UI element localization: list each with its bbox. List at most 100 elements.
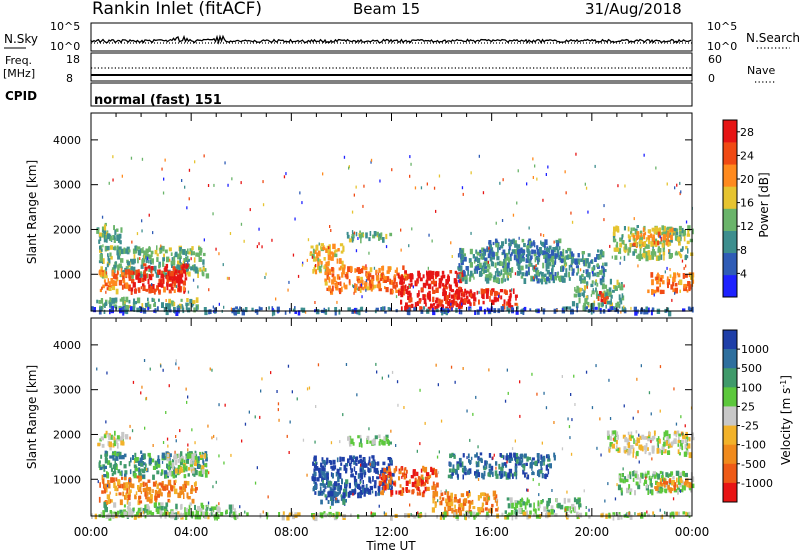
heatmap-cell xyxy=(570,393,572,396)
heatmap-cell xyxy=(564,258,567,263)
heatmap-cell xyxy=(296,397,298,401)
heatmap-cell xyxy=(128,486,130,491)
heatmap-cell xyxy=(113,235,116,240)
heatmap-cell xyxy=(649,233,653,238)
heatmap-cell xyxy=(571,251,573,257)
heatmap-cell xyxy=(542,308,546,312)
heatmap-cell xyxy=(442,292,446,297)
colorbar-swatch xyxy=(723,482,737,503)
heatmap-cell xyxy=(112,235,115,240)
heatmap-cell xyxy=(685,478,689,484)
heatmap-cell xyxy=(643,436,647,440)
heatmap-cell xyxy=(684,438,688,444)
heatmap-cell xyxy=(160,505,164,511)
heatmap-cell xyxy=(625,478,629,483)
heatmap-cell xyxy=(599,253,602,260)
heatmap-cell xyxy=(114,450,117,457)
heatmap-cell xyxy=(460,309,463,315)
heatmap-cell xyxy=(386,466,389,472)
heatmap-cell xyxy=(200,505,205,510)
heatmap-cell xyxy=(678,476,681,482)
heatmap-cell xyxy=(405,513,409,517)
heatmap-cell xyxy=(99,248,103,253)
heatmap-cell xyxy=(678,279,683,286)
heatmap-cell xyxy=(382,237,385,243)
heatmap-cell xyxy=(480,253,483,259)
heatmap-cell xyxy=(496,501,498,507)
heatmap-cell xyxy=(632,251,635,256)
heatmap-cell xyxy=(664,482,668,488)
heatmap-cell xyxy=(670,471,674,476)
heatmap-cell xyxy=(211,436,213,440)
heatmap-cell xyxy=(318,242,320,246)
heatmap-cell xyxy=(91,306,94,312)
heatmap-cell xyxy=(385,434,389,439)
heatmap-cell xyxy=(414,480,417,484)
heatmap-cell xyxy=(455,284,459,288)
heatmap-cell xyxy=(425,279,429,286)
heatmap-cell xyxy=(223,461,225,465)
heatmap-cell xyxy=(117,264,120,271)
heatmap-cell xyxy=(103,465,107,469)
heatmap-cell xyxy=(627,226,630,232)
heatmap-cell xyxy=(487,253,491,259)
heatmap-cell xyxy=(386,439,389,444)
heatmap-cell xyxy=(624,450,627,454)
heatmap-cell xyxy=(602,267,605,274)
heatmap-cell xyxy=(663,254,665,261)
heatmap-cell xyxy=(440,275,444,281)
heatmap-cell xyxy=(513,452,516,458)
heatmap-cell xyxy=(143,270,146,275)
heatmap-cell xyxy=(116,452,119,457)
heatmap-cell xyxy=(349,464,352,470)
heatmap-cell xyxy=(632,471,635,477)
heatmap-cell xyxy=(360,460,364,466)
heatmap-cell xyxy=(621,234,624,240)
heatmap-cell xyxy=(397,273,400,278)
heatmap-cell xyxy=(533,252,537,257)
heatmap-cell xyxy=(592,273,594,277)
heatmap-cell xyxy=(509,240,512,246)
heatmap-cell xyxy=(405,487,408,493)
heatmap-cell xyxy=(390,459,393,464)
heatmap-cell xyxy=(660,275,664,279)
heatmap-cell xyxy=(103,224,107,231)
heatmap-cell xyxy=(184,273,187,277)
heatmap-cell xyxy=(544,257,547,263)
heatmap-cell xyxy=(683,484,686,491)
heatmap-cell xyxy=(317,258,320,262)
heatmap-cell xyxy=(537,260,540,265)
heatmap-cell xyxy=(437,471,440,475)
heatmap-cell xyxy=(262,203,265,207)
heatmap-cell xyxy=(463,465,467,472)
heatmap-cell xyxy=(126,261,131,266)
heatmap-cell xyxy=(568,306,572,310)
heatmap-cell xyxy=(329,506,332,509)
heatmap-cell xyxy=(154,303,156,307)
heatmap-cell xyxy=(436,271,440,277)
heatmap-cell xyxy=(178,456,181,461)
heatmap-cell xyxy=(166,453,169,458)
heatmap-cell xyxy=(179,251,182,257)
heatmap-cell xyxy=(282,511,285,515)
heatmap-cell xyxy=(640,236,644,241)
heatmap-cell xyxy=(484,265,487,269)
heatmap-cell xyxy=(503,462,507,466)
heatmap-cell xyxy=(160,279,162,284)
heatmap-cell xyxy=(262,180,264,184)
heatmap-cell xyxy=(235,306,238,310)
heatmap-cell xyxy=(454,380,456,384)
heatmap-cell xyxy=(454,282,458,287)
heatmap-cell xyxy=(135,491,138,496)
heatmap-cell xyxy=(677,251,681,255)
heatmap-cell xyxy=(502,273,505,279)
heatmap-cell xyxy=(476,290,479,295)
heatmap-cell xyxy=(643,248,646,254)
heatmap-cell xyxy=(639,244,643,249)
heatmap-cell xyxy=(187,307,191,313)
heatmap-cell xyxy=(177,493,181,498)
heatmap-cell xyxy=(619,297,622,303)
heatmap-cell xyxy=(616,301,620,308)
heatmap-cell xyxy=(457,293,461,300)
heatmap-cell xyxy=(547,468,550,475)
